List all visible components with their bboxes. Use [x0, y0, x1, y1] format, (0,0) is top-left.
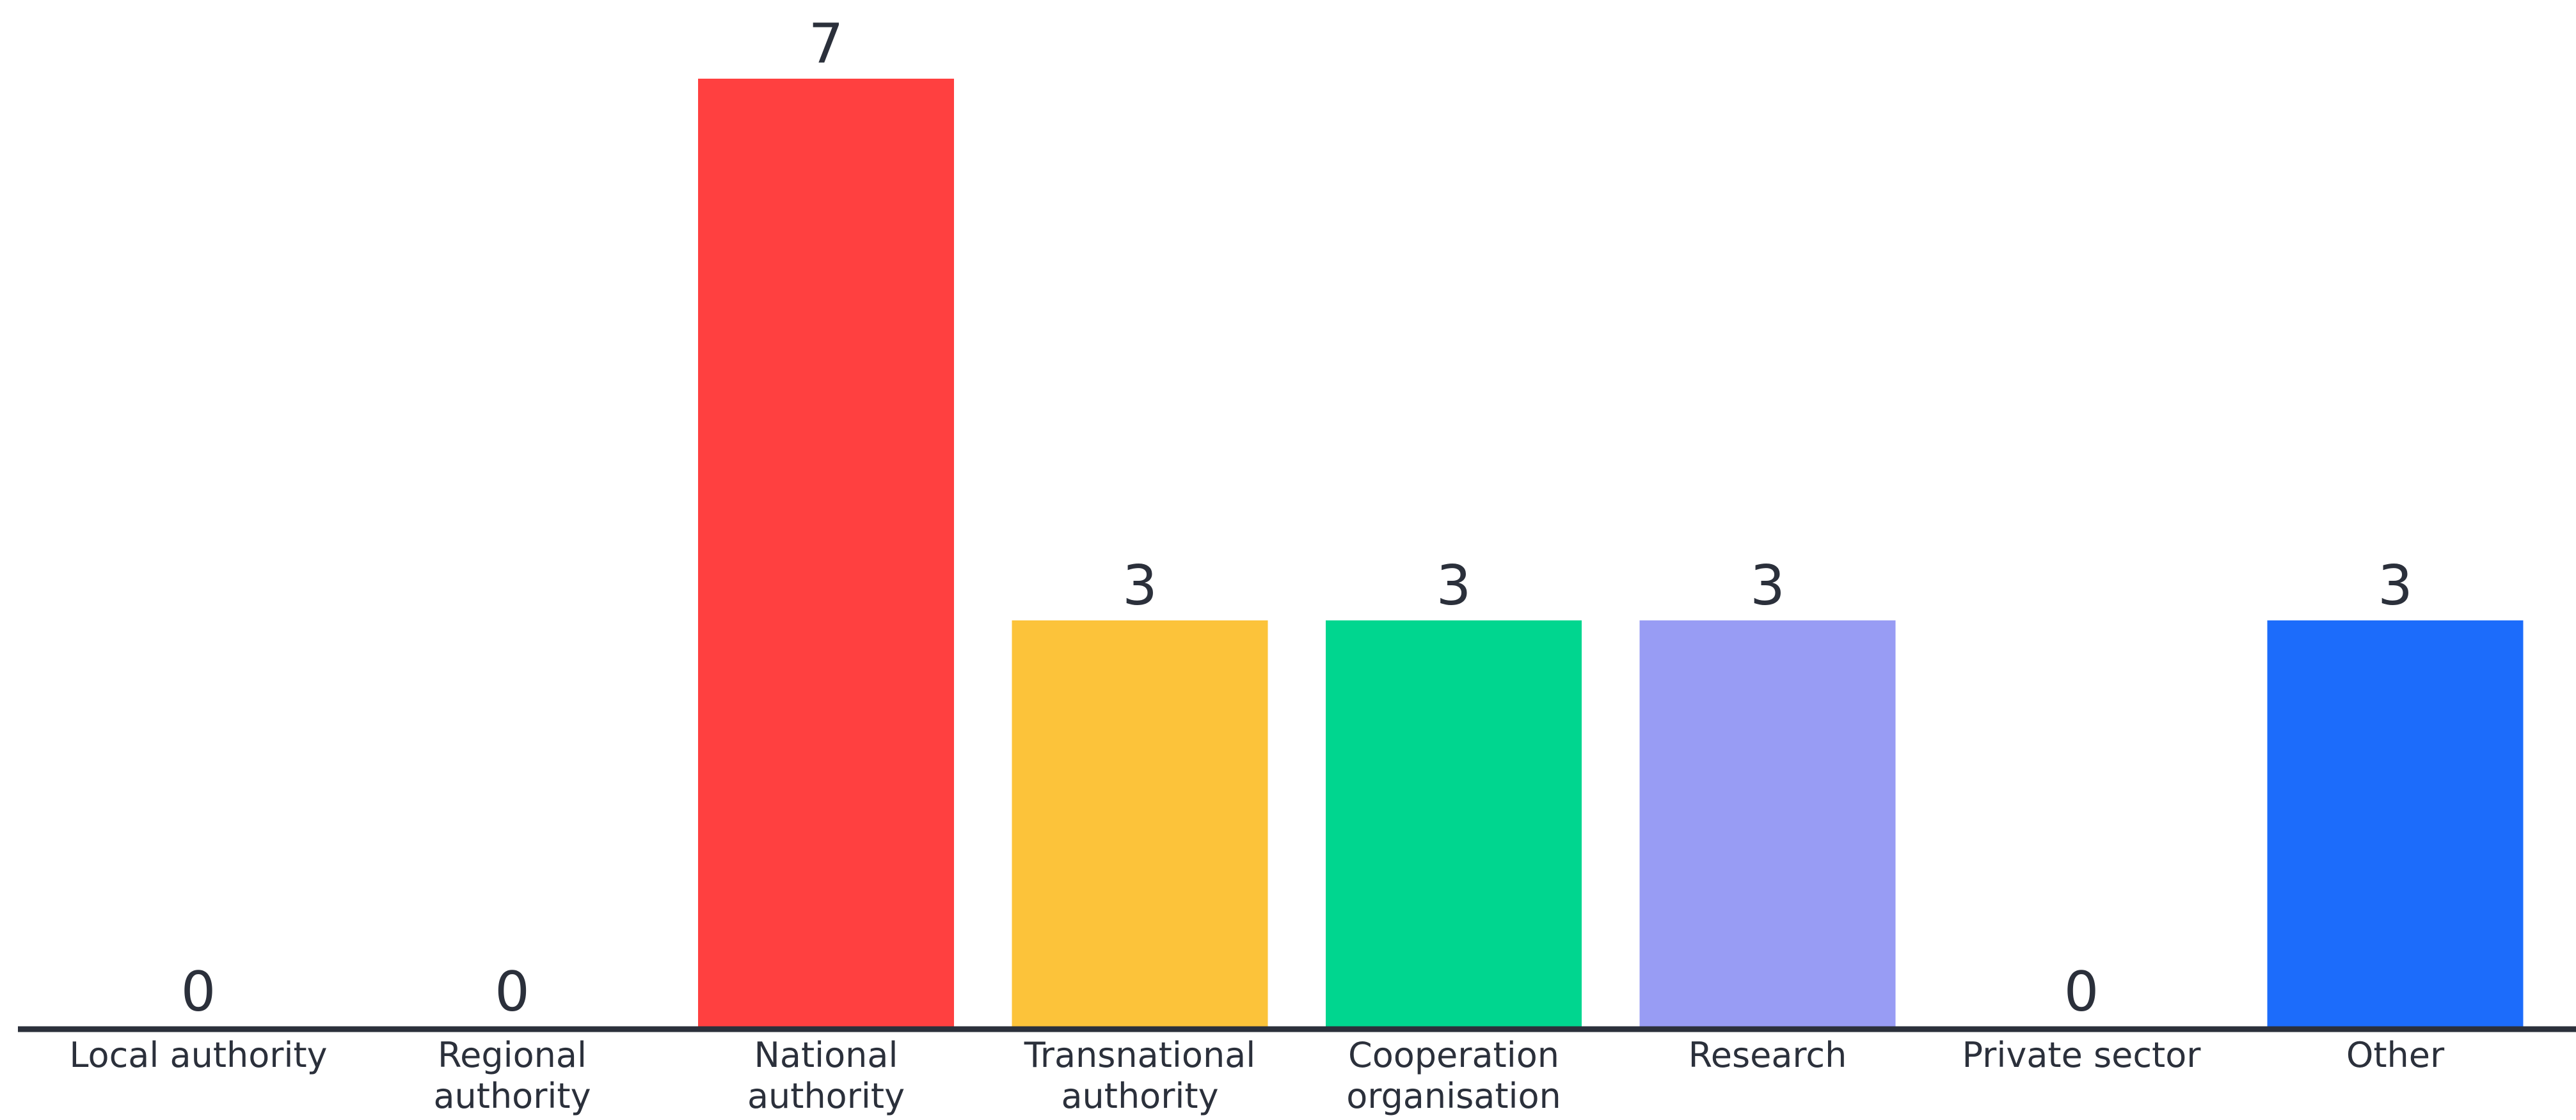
- tick-label-line: authority: [1061, 1076, 1218, 1116]
- tick-label-line: Local authority: [69, 1035, 327, 1075]
- tick-label-2: National authority: [747, 1035, 905, 1116]
- tick-label-line: Cooperation: [1348, 1035, 1559, 1075]
- value-label-5: 3: [1750, 554, 1785, 618]
- value-label-0: 0: [181, 960, 216, 1024]
- tick-label-line: organisation: [1346, 1076, 1561, 1116]
- bars-group: [698, 79, 2524, 1027]
- value-label-1: 0: [495, 960, 530, 1024]
- tick-label-5: Research: [1689, 1035, 1847, 1075]
- tick-labels-group: Local authority Regional authorityNational…: [69, 1035, 2445, 1116]
- tick-label-line: Regional: [438, 1035, 587, 1075]
- tick-label-line: Private sector: [1962, 1035, 2202, 1075]
- value-label-3: 3: [1122, 554, 1157, 618]
- tick-label-1: Regional authority: [433, 1035, 591, 1116]
- bar-7: [2267, 620, 2524, 1027]
- tick-label-6: Private sector: [1962, 1035, 2202, 1075]
- value-label-4: 3: [1436, 554, 1472, 618]
- bar-4: [1326, 620, 1582, 1027]
- tick-label-line: authority: [433, 1076, 591, 1116]
- tick-label-line: Transnational: [1024, 1035, 1256, 1075]
- tick-label-line: authority: [747, 1076, 905, 1116]
- tick-label-0: Local authority: [69, 1035, 327, 1075]
- value-label-2: 7: [809, 12, 844, 76]
- tick-label-line: National: [754, 1035, 898, 1075]
- tick-label-7: Other: [2346, 1035, 2445, 1075]
- value-label-6: 0: [2064, 960, 2099, 1024]
- tick-label-3: Transnational authority: [1024, 1035, 1256, 1116]
- tick-label-line: Other: [2346, 1035, 2445, 1075]
- tick-label-line: Research: [1689, 1035, 1847, 1075]
- bar-3: [1012, 620, 1268, 1027]
- value-label-7: 3: [2378, 554, 2413, 618]
- value-labels-group: 0 0 7 3 3 3 0 3: [181, 12, 2413, 1024]
- bar-2: [698, 79, 954, 1027]
- bar-5: [1639, 620, 1896, 1027]
- tick-label-4: Cooperation organisation: [1346, 1035, 1561, 1116]
